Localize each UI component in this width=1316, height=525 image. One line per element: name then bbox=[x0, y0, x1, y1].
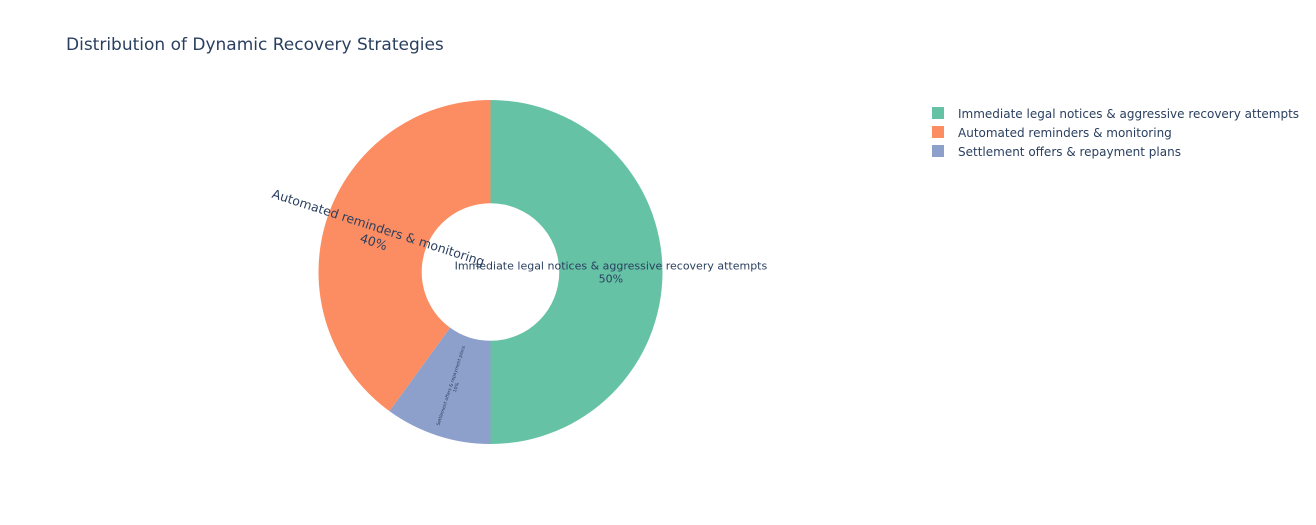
slice-label-1: Immediate legal notices & aggressive rec… bbox=[455, 259, 768, 285]
legend-item-3[interactable]: Settlement offers & repayment plans bbox=[932, 145, 1181, 159]
slice-3[interactable] bbox=[389, 327, 491, 444]
slice-1[interactable] bbox=[490, 100, 663, 444]
legend: Immediate legal notices & aggressive rec… bbox=[932, 107, 1299, 159]
legend-label: Immediate legal notices & aggressive rec… bbox=[958, 107, 1299, 121]
chart-title: Distribution of Dynamic Recovery Strateg… bbox=[66, 35, 444, 55]
slices-group bbox=[318, 100, 663, 444]
slice-label-name: Immediate legal notices & aggressive rec… bbox=[455, 259, 768, 272]
slice-label-percent: 10% bbox=[452, 381, 461, 393]
slice-label-percent: 50% bbox=[599, 272, 623, 285]
slice-2[interactable] bbox=[318, 100, 491, 412]
legend-item-1[interactable]: Immediate legal notices & aggressive rec… bbox=[932, 107, 1299, 121]
legend-label: Automated reminders & monitoring bbox=[958, 126, 1172, 140]
legend-label: Settlement offers & repayment plans bbox=[958, 145, 1181, 159]
legend-swatch bbox=[932, 126, 944, 138]
legend-item-2[interactable]: Automated reminders & monitoring bbox=[932, 126, 1172, 140]
legend-swatch bbox=[932, 145, 944, 157]
legend-swatch bbox=[932, 107, 944, 119]
